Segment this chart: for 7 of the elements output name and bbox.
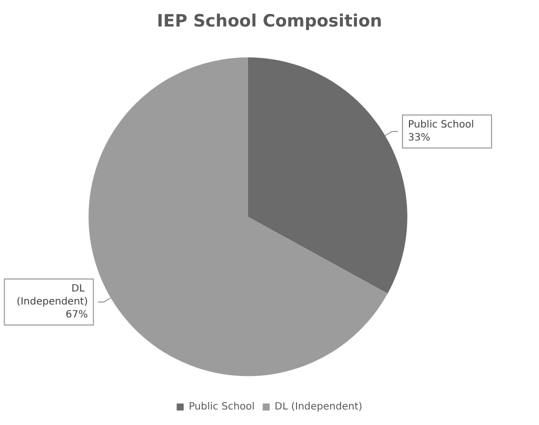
data-label: 67% bbox=[66, 309, 88, 320]
legend-label: DL (Independent) bbox=[274, 402, 362, 412]
data-label: 33% bbox=[408, 132, 430, 144]
slice-label: Public School bbox=[408, 120, 474, 131]
legend-label: Public School bbox=[188, 402, 255, 412]
slice-label: DL (Independent) bbox=[16, 283, 88, 308]
chart-title: IEP School Composition bbox=[156, 12, 382, 32]
